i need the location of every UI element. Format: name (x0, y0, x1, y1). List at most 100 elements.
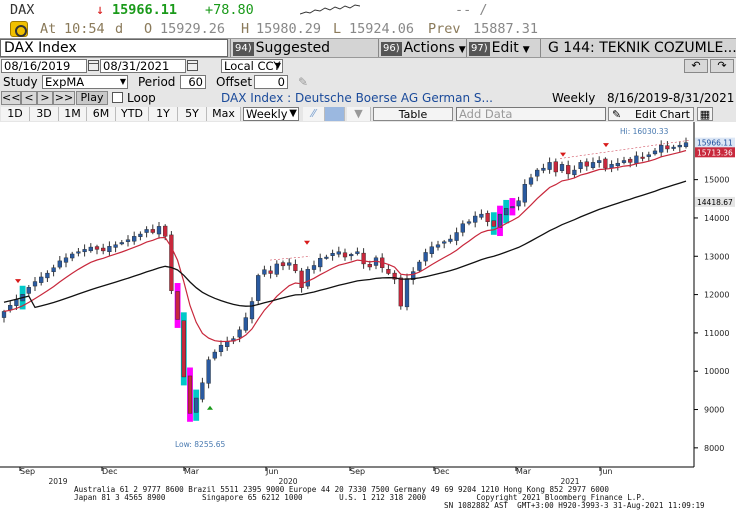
offset-input[interactable]: 0 (254, 75, 288, 89)
candle-body (305, 269, 310, 287)
x-month-label: Jun (265, 467, 279, 476)
candle-chart-icon[interactable] (325, 107, 345, 121)
candle-body (442, 241, 447, 244)
period-1y-button[interactable]: 1Y (149, 107, 178, 121)
candle-body (448, 238, 453, 242)
candle-body (671, 146, 676, 149)
alert-bell-icon[interactable] (10, 21, 28, 37)
candle-body (553, 161, 558, 173)
suggested-charts-button[interactable]: 94)Suggested Charts (230, 39, 378, 74)
pencil-icon[interactable]: ✎ (298, 75, 309, 89)
candle-body (516, 200, 521, 207)
candle-body (479, 213, 484, 218)
edit-chart-button[interactable]: ✎ Edit Chart (608, 107, 694, 121)
candle-body (113, 244, 118, 248)
y-tick-label: 15000 (704, 176, 729, 185)
period-3d-button[interactable]: 3D (30, 107, 59, 121)
step-back-button[interactable]: < (21, 91, 37, 105)
price-chart[interactable]: 8000 9000 10000 11000 12000 13000 14000 15000 15… (0, 122, 736, 484)
redo-button[interactable]: ↷ (710, 59, 734, 73)
high-annotation: Hi: 16030.33 (620, 127, 669, 136)
undo-button[interactable]: ↶ (684, 59, 708, 73)
last-price: 15966.11 (112, 2, 178, 18)
chart-canvas[interactable]: 8000 9000 10000 11000 12000 13000 14000 15000 15… (0, 122, 736, 484)
candle-body (528, 177, 534, 185)
candle-body (94, 246, 100, 250)
end-date-input[interactable]: 08/31/2021 (100, 59, 186, 73)
candle-body (361, 252, 366, 265)
start-date-input[interactable]: 08/16/2019 (1, 59, 87, 73)
candle-body (597, 160, 602, 163)
actions-menu-button[interactable]: 96) Actions ▼ (378, 39, 466, 57)
period-max-button[interactable]: Max (207, 107, 241, 121)
play-button[interactable]: Play (76, 91, 108, 105)
candle-body (342, 252, 348, 258)
currency-select[interactable]: Local CCY ▼ (221, 59, 283, 73)
candle-body (485, 212, 490, 222)
candle-body (287, 262, 292, 266)
y-tick-label: 12000 (704, 291, 729, 300)
security-field[interactable]: DAX Index (0, 39, 228, 57)
frequency-select[interactable]: Weekly ▼ (243, 107, 299, 121)
candle-body (578, 162, 583, 169)
candle-body (367, 264, 372, 268)
candle-body (194, 397, 199, 413)
edit-menu-button[interactable]: 97) Edit ▼ (466, 39, 540, 57)
candle-body (200, 382, 205, 400)
add-data-input[interactable]: Add Data (456, 107, 606, 121)
candle-body (8, 305, 13, 311)
loop-checkbox[interactable] (112, 92, 123, 103)
edit-chart-label: Edit Chart (634, 108, 690, 121)
period-1m-button[interactable]: 1M (59, 107, 87, 121)
table-button[interactable]: Table (373, 107, 453, 121)
button-number: 97) (469, 42, 490, 56)
rewind-button[interactable]: << (1, 91, 21, 105)
short-ma-tag: 15713.36 (697, 148, 733, 157)
chart-style-caret-icon[interactable]: ▼ (347, 107, 371, 121)
loop-label: Loop (127, 91, 156, 105)
open-label: O (144, 21, 153, 37)
candle-body (522, 184, 527, 203)
candle-body (646, 154, 651, 157)
candle-body (466, 221, 472, 224)
high-value: 15980.29 (256, 21, 322, 37)
candle-body (336, 251, 341, 255)
period-input[interactable]: 60 (180, 75, 206, 89)
y-tick-label: 9000 (704, 406, 724, 415)
candle-body (590, 162, 596, 168)
button-number: 96) (381, 42, 402, 56)
last-price-tag: 15966.11 (697, 139, 733, 148)
chart-grid-icon[interactable]: ▦ (697, 107, 713, 121)
short-ma-line (3, 149, 687, 343)
period-1d-button[interactable]: 1D (1, 107, 30, 121)
low-label: L (333, 21, 342, 37)
function-bar: DAX Index 94)Suggested Charts 96)Actions… (0, 38, 736, 74)
sell-arrow-icon (603, 143, 609, 148)
x-month-label: Jun (599, 467, 613, 476)
footer-contacts-line-1: Australia 61 2 9777 8600 Brazil 5511 239… (74, 485, 609, 494)
intraday-sparkline (300, 4, 360, 15)
line-chart-icon[interactable]: ⁄⁄ (303, 107, 325, 121)
calendar-icon[interactable] (88, 60, 99, 71)
candle-body (628, 158, 633, 163)
candle-body (82, 249, 87, 253)
study-select[interactable]: ExpMA ▼ (42, 75, 128, 89)
high-label: H (241, 21, 250, 37)
period-5y-button[interactable]: 5Y (178, 107, 207, 121)
candle-body (423, 252, 428, 262)
sell-arrow-icon (304, 240, 310, 245)
candle-body (411, 271, 416, 280)
calendar-icon[interactable] (187, 60, 198, 71)
caret-down-icon: ▼ (274, 61, 281, 70)
step-forward-button[interactable]: > (37, 91, 53, 105)
period-6m-button[interactable]: 6M (87, 107, 116, 121)
resistance-line (269, 256, 311, 261)
fast-forward-button[interactable]: >> (53, 91, 75, 105)
short-ma-tag-bg (695, 147, 735, 158)
candle-body (330, 253, 335, 256)
candle-body (256, 275, 261, 301)
candle-body (206, 359, 211, 384)
last-time: 10:54 (64, 21, 105, 37)
period-ytd-button[interactable]: YTD (116, 107, 149, 121)
candle-body (132, 236, 137, 242)
